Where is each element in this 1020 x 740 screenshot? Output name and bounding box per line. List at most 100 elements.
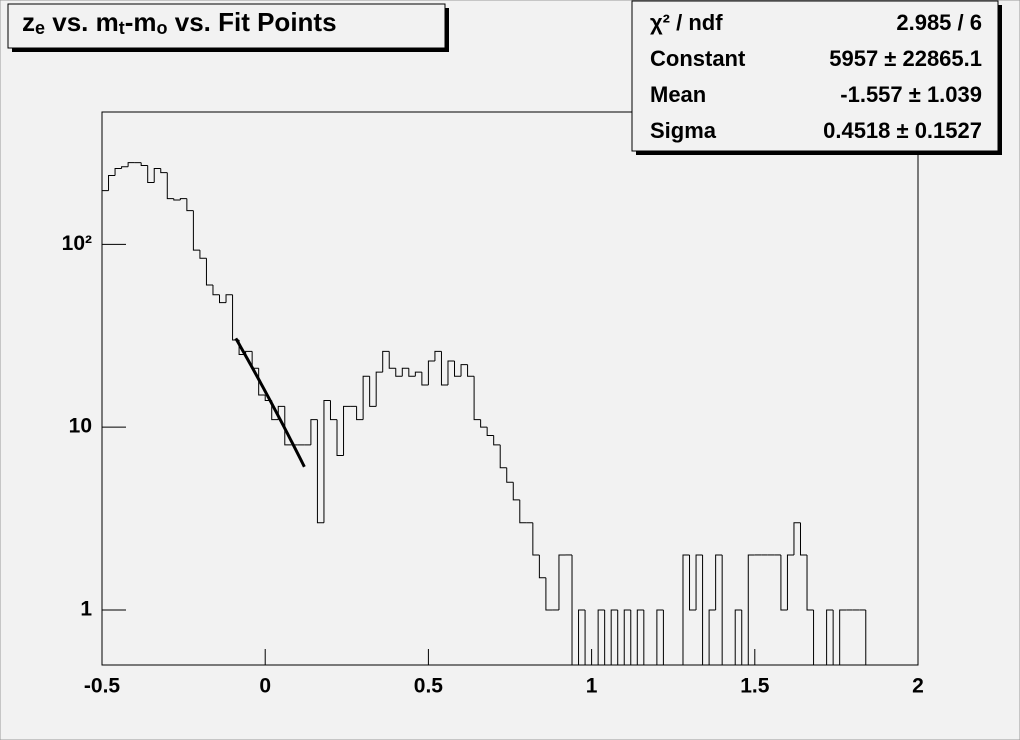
histogram-bin [173,198,181,201]
histogram-bin [225,294,233,303]
histogram-bin [192,210,200,251]
histogram-bin [427,360,435,386]
histogram-bin [284,406,292,446]
stats-value: 0.4518 ± 0.1527 [823,118,982,143]
histogram-bin [316,419,324,524]
histogram-bin [147,165,155,184]
histogram-bin [747,554,755,665]
histogram-bin [160,168,168,174]
histogram-bin [695,554,703,610]
histogram-bin [329,400,338,421]
stats-value: 2.985 / 6 [896,10,982,35]
histogram-bin [205,258,213,286]
histogram-bin [715,554,723,610]
x-tick-label: -0.5 [84,675,121,698]
histogram-bin [643,609,651,666]
histogram-bin [630,609,638,666]
histogram-bin [369,376,377,407]
histogram-bin [473,376,481,421]
histogram-bin [571,554,579,666]
title-box [7,3,446,49]
histogram-bin [499,444,507,469]
histogram-bin [532,522,540,556]
histogram-bin [689,554,697,611]
histogram-bin [421,372,429,386]
histogram-bin [447,360,455,386]
histogram-bin [826,609,834,665]
title-subscript: t [119,18,125,38]
histogram-bin [343,405,351,456]
histogram-bin [414,371,422,377]
histogram-bin [382,350,390,373]
histogram-bin [597,609,605,665]
x-tick-label: 0 [259,675,271,698]
histogram-bin [199,250,207,259]
x-tick-label: 1.5 [740,675,770,698]
x-tick-label: 1 [586,675,598,698]
histogram-bin [839,609,847,665]
histogram-bin [506,467,514,483]
histogram-bin [467,364,475,377]
histogram-bin [636,609,644,665]
histogram-bin [127,162,135,167]
histogram-bin [832,609,840,666]
histogram-bin [362,375,370,420]
histogram-bin [454,361,462,377]
histogram-bin [121,166,129,169]
histogram-bin [336,419,344,456]
y-tick-label: 10² [62,232,92,255]
histogram-bin [538,554,546,579]
histogram-bin [806,554,814,611]
histogram-bin [153,168,161,183]
histogram-bin [786,554,794,610]
histogram-bin [166,172,174,200]
plot-frame [101,111,919,666]
histogram-bin [486,427,494,437]
histogram-bin [610,609,618,665]
histogram-bin [114,168,122,176]
x-tick-label: 0.5 [414,675,444,698]
histogram-bin [179,198,187,200]
title-text: z [22,7,35,37]
histogram-bin [623,609,631,665]
y-tick-label: 1 [80,598,92,621]
histogram-bin [101,190,109,665]
y-tick-label: 10 [69,415,92,438]
stats-value: -1.557 ± 1.039 [840,82,982,107]
histogram-bin [219,294,227,304]
histogram-bin [271,400,279,421]
stats-name: χ² / ndf [650,10,723,35]
title-subscript: e [35,18,45,38]
histogram-bin [793,522,801,555]
stats-box [631,0,999,152]
histogram-bin [813,609,821,666]
histogram-bin [865,609,873,666]
histogram-bin [578,609,586,665]
title-text: vs. m [45,7,119,37]
stats-name: Mean [650,82,706,107]
histogram-bin [662,609,670,666]
fit-curve [234,337,306,468]
histogram-bin [780,554,788,611]
histogram-bin [480,419,488,428]
x-tick-label: 2 [912,675,924,698]
histogram-bin [140,162,148,167]
chart-title: ze vs. mt-mo vs. Fit Points [22,7,337,38]
histogram-bin [401,367,409,377]
title-text: -m [125,7,157,37]
histogram-bin [408,368,416,377]
histogram-bin [702,554,710,666]
histogram-bin [460,364,468,377]
histogram-bin [395,368,403,377]
histogram-bin [434,350,442,362]
histogram-bin [323,399,331,523]
histogram-bin [708,609,716,665]
histogram-bin [741,609,749,666]
histogram-bin [212,284,220,296]
histogram-bin [656,609,664,665]
histogram-bin [584,609,592,666]
histogram-bin [799,522,808,556]
histogram-bin [310,419,318,445]
histogram-bin [721,554,729,666]
